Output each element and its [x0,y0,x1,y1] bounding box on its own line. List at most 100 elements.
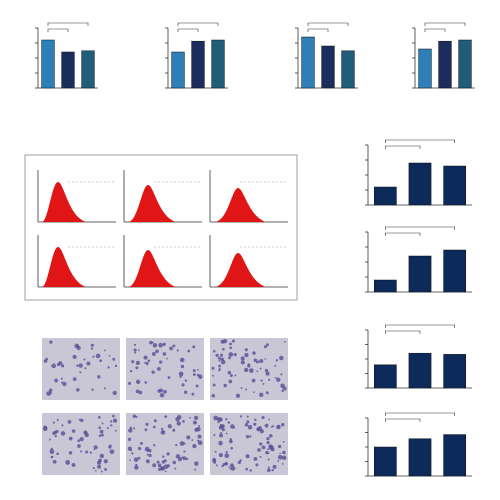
cell [172,344,176,348]
cell [213,434,216,437]
cell [244,348,248,352]
cell [162,352,167,356]
cell [146,453,149,456]
cell [276,377,281,382]
cell [182,420,185,423]
cell [183,450,186,453]
cell [114,364,118,368]
cell [157,366,161,371]
cell [249,368,254,373]
cell [106,427,109,430]
cell [145,361,149,366]
cell [139,441,143,445]
cell [253,358,258,363]
cell [176,349,179,352]
cell [52,421,55,424]
cell [103,387,106,390]
cell [230,446,233,450]
cell [217,356,221,360]
cell [244,353,249,358]
cell [133,457,139,462]
cell [268,378,271,381]
cell [264,423,269,428]
cell [145,459,150,464]
cell [225,418,228,421]
cell [172,460,177,465]
cell [230,466,236,471]
bar [373,279,397,293]
cell [220,359,226,365]
cell [158,360,163,364]
cell [54,378,59,383]
bar [458,39,472,89]
cell [147,359,151,363]
cell [196,373,200,377]
cell [95,353,101,359]
cell [218,368,221,372]
cell [112,414,115,418]
cell [280,373,283,376]
cell [84,367,87,370]
cell [114,429,117,432]
cell [265,391,269,395]
histogram [214,253,266,287]
cell [240,356,245,361]
histogram [42,247,86,287]
cell [229,373,233,377]
micrograph [42,413,120,475]
bar [61,51,75,89]
cell [76,388,80,392]
cell [240,360,245,365]
cell [136,379,141,384]
cell [266,440,270,445]
cell [129,369,133,373]
cell [284,340,286,343]
cell [79,418,84,423]
cell [52,459,57,464]
cell [265,371,270,376]
cell [277,454,283,460]
cell [282,441,285,443]
cell [79,371,82,374]
significance-bracket [385,412,455,416]
cell [145,422,149,426]
cell [243,367,249,373]
flow-histograms [37,170,288,288]
cell [135,366,139,370]
cell [98,426,102,430]
cell [275,359,279,362]
cell [267,448,270,451]
cell [213,349,216,353]
bar-chart [365,324,472,389]
histogram [42,182,86,222]
cell [151,352,156,356]
cell [71,429,76,433]
cell [129,459,131,462]
cell [281,423,285,427]
cell [267,452,270,455]
cell [108,445,112,449]
cell [220,339,225,344]
cell [107,366,110,369]
cell [72,377,77,381]
cell [262,382,265,385]
cell [48,438,51,441]
cell [247,424,253,430]
cell [134,351,137,354]
cell [225,451,228,454]
cell [212,383,216,387]
cell [247,364,251,368]
cell [225,432,228,435]
bar [443,354,467,389]
cell [104,467,107,471]
cell [71,463,76,467]
cell [86,361,91,366]
cell [127,437,132,442]
cell [161,460,166,464]
cell [246,420,250,424]
cell [229,346,232,350]
cell [90,347,94,350]
cell [127,446,132,451]
cell [79,437,84,442]
cell [144,381,148,384]
